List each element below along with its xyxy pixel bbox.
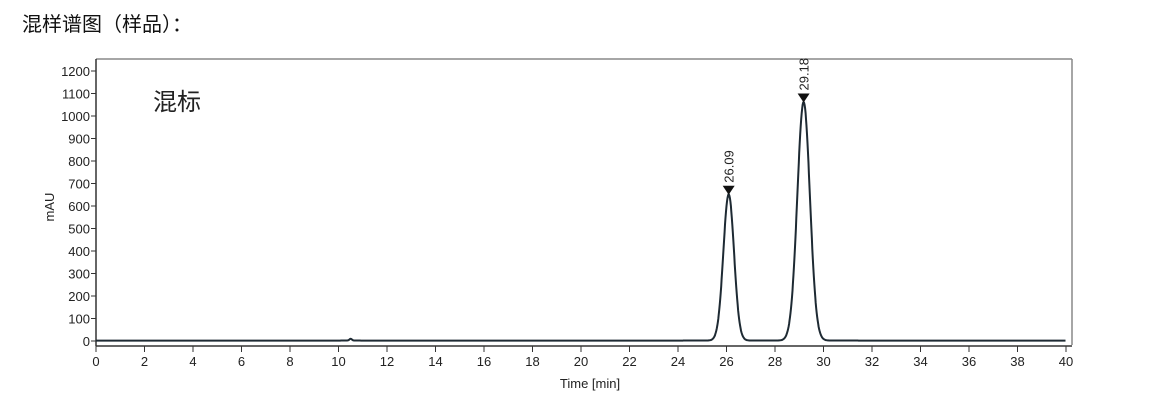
x-tick-label: 16 [477, 354, 491, 369]
x-tick-label: 26 [719, 354, 733, 369]
x-tick-label: 34 [913, 354, 927, 369]
peak-label: 26.09 [722, 150, 737, 183]
x-tick-label: 14 [428, 354, 442, 369]
y-tick-label: 1200 [61, 64, 90, 79]
x-tick-label: 6 [238, 354, 245, 369]
peak-marker [797, 93, 810, 103]
document-heading: 混样谱图（样品）： [22, 12, 192, 36]
y-tick-label: 400 [68, 244, 90, 259]
x-tick-label: 2 [141, 354, 148, 369]
x-tick-label: 0 [92, 354, 99, 369]
y-tick-label: 800 [68, 154, 90, 169]
peak-marker [722, 185, 735, 195]
y-tick-label: 100 [68, 312, 90, 327]
chart-annotation: 混标 [153, 88, 201, 116]
y-tick-label: 1000 [61, 109, 90, 124]
y-tick-label: 500 [68, 222, 90, 237]
x-tick-label: 40 [1059, 354, 1073, 369]
x-tick-label: 24 [671, 354, 685, 369]
x-tick-label: 12 [380, 354, 394, 369]
x-tick-label: 38 [1010, 354, 1024, 369]
x-tick-label: 30 [816, 354, 830, 369]
x-tick-label: 32 [865, 354, 879, 369]
x-tick-label: 18 [525, 354, 539, 369]
x-tick-label: 20 [574, 354, 588, 369]
x-tick-label: 36 [962, 354, 976, 369]
x-tick-label: 22 [622, 354, 636, 369]
y-axis-label: mAU [42, 193, 57, 222]
peak-label: 29.18 [797, 58, 812, 91]
y-tick-label: 900 [68, 132, 90, 147]
y-tick-label: 700 [68, 177, 90, 192]
x-tick-label: 10 [331, 354, 345, 369]
y-tick-label: 300 [68, 267, 90, 282]
y-tick-label: 1100 [62, 87, 90, 102]
y-tick-label: 0 [83, 334, 90, 349]
y-tick-label: 600 [68, 199, 90, 214]
x-axis-label: Time [min] [560, 376, 620, 391]
x-tick-label: 4 [189, 354, 196, 369]
x-tick-label: 8 [286, 354, 293, 369]
chromatogram-trace [96, 100, 1066, 342]
x-tick-label: 28 [768, 354, 782, 369]
y-tick-label: 200 [68, 289, 90, 304]
